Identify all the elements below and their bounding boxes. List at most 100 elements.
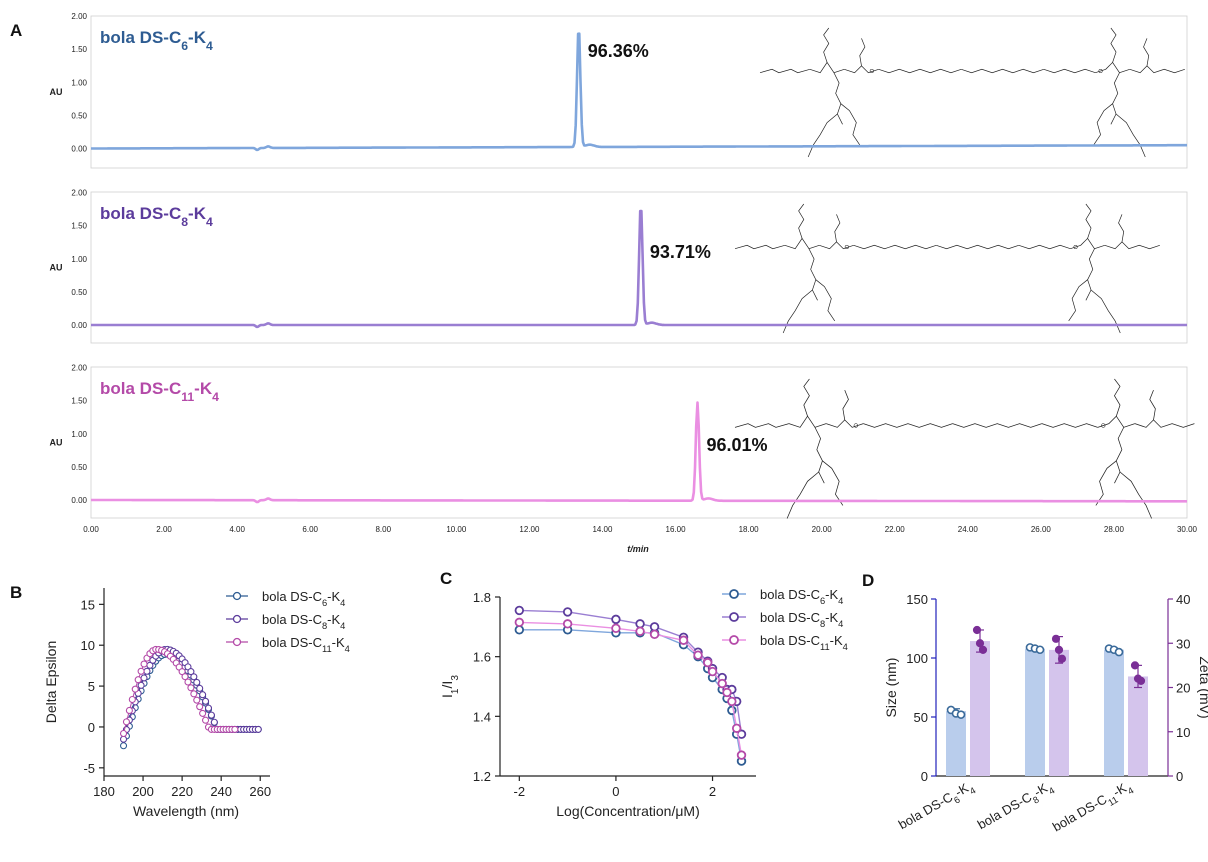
cd-point-2-5 (134, 676, 142, 684)
cd-legend-label-0-part-2: -K (327, 589, 340, 604)
cd-legend-label-0: bola DS-C6-K4 (262, 589, 345, 608)
cd-point-1-46 (254, 725, 262, 733)
dls-zeta-point-2-0 (1130, 661, 1140, 670)
dls-size-point-2-2 (1114, 647, 1124, 657)
cac-legend-label-1-part-1: 8 (820, 619, 825, 629)
hplc-xtick-1: 2.00 (156, 525, 172, 534)
dls-category-label-2: bola DS-C11-K4 (1050, 778, 1136, 838)
cac-ylabel: I1/I3 (439, 675, 461, 698)
cac-ytick-2: 1.6 (473, 650, 491, 665)
cd-point-2-7 (140, 660, 148, 668)
hplc-xtick-3: 6.00 (302, 525, 318, 534)
cd-point-2-21 (181, 673, 189, 681)
molecule-structure-1 (734, 203, 1161, 334)
hplc-ytick-1-2: 1.00 (71, 255, 87, 264)
cd-legend-label-1: bola DS-C8-K4 (262, 612, 345, 631)
hplc-trace-label-2-part-3: 4 (212, 390, 219, 404)
hplc-xtick-11: 22.00 (885, 525, 906, 534)
cac-ytick-0: 1.2 (473, 769, 491, 784)
dls-category-label-1-part-0: bola DS-C (975, 789, 1034, 832)
dls-zeta-point-0-2 (978, 645, 988, 654)
dls-right-tick-1: 10 (1176, 725, 1190, 740)
panel-b-cd-spectra: B 180 200 220 240 260 -5 0 5 10 15 Wavelength (nm)… (10, 583, 350, 819)
hplc-ytick-2-0: 0.00 (71, 496, 87, 505)
cac-ylabel-part-2: /I (439, 681, 455, 689)
cac-point-0-0 (514, 625, 525, 635)
dls-category-label-0-part-3: 4 (968, 785, 978, 796)
dls-left-tick-1: 50 (914, 710, 928, 725)
dls-left-tick-0: 0 (921, 769, 928, 784)
cac-legend-marker-2 (729, 635, 739, 645)
cac-point-2-8 (707, 666, 718, 677)
cd-legend-label-1-part-2: -K (327, 612, 340, 627)
hplc-purity-1: 93.71% (650, 242, 711, 262)
dls-zeta-point-1-2 (1057, 654, 1067, 663)
cac-legend-marker-1 (729, 612, 739, 622)
dls-zeta-point-0-1 (975, 639, 985, 648)
cac-ylabel-part-0: I (439, 694, 455, 698)
dls-right-tick-0: 0 (1176, 769, 1183, 784)
panel-a-letter: A (10, 21, 22, 40)
dls-zeta-bar-0 (970, 641, 990, 776)
cd-legend-label-0-part-0: bola DS-C (262, 589, 322, 604)
cac-line-0 (519, 629, 743, 762)
hplc-ytick-0-1: 0.50 (71, 111, 87, 120)
cd-legend-marker-1 (232, 614, 242, 624)
cd-xtick-0: 180 (93, 784, 115, 799)
hplc-trace-label-2: bola DS-C11-K4 (100, 379, 219, 404)
cd-point-1-8 (143, 667, 151, 675)
hplc-frame-2 (90, 366, 1188, 519)
hplc-xtick-12: 24.00 (958, 525, 979, 534)
dls-size-point-1-2 (1035, 645, 1045, 655)
cd-point-1-6 (137, 681, 145, 689)
hplc-trace-label-0-part-1: 6 (181, 39, 188, 53)
hplc-trace-label-0-part-0: bola DS-C (100, 28, 181, 47)
cac-point-2-1 (562, 619, 573, 629)
cd-point-2-27 (199, 709, 207, 717)
cac-point-2-2 (611, 623, 621, 634)
dls-right-tick-3: 30 (1176, 636, 1190, 651)
hplc-xtick-8: 16.00 (666, 525, 687, 534)
cd-legend-marker-2 (232, 637, 242, 647)
cd-legend-marker-0 (232, 591, 242, 601)
dls-right-tick-4: 40 (1176, 592, 1190, 607)
cd-point-2-28 (202, 716, 210, 724)
cd-xlabel: Wavelength (nm) (133, 803, 239, 819)
cac-legend-label-2-part-1: 11 (820, 642, 830, 652)
cac-legend-marker-0 (729, 589, 739, 599)
cd-point-1-30 (207, 711, 215, 719)
dls-category-label-2-part-1: 11 (1106, 795, 1119, 809)
cac-point-2-3 (635, 626, 645, 637)
hplc-ytick-1-4: 2.00 (71, 189, 87, 198)
hplc-trace-label-1-part-0: bola DS-C (100, 204, 181, 223)
hplc-trace-2 (90, 401, 1188, 504)
hplc-ytick-0-0: 0.00 (71, 145, 87, 154)
cac-xtick-2: 2 (709, 784, 716, 799)
cd-point-1-27 (199, 691, 207, 699)
cac-line-2 (519, 621, 743, 756)
cac-point-2-13 (736, 750, 747, 760)
cac-point-2-11 (727, 696, 737, 707)
dls-size-bar-2 (1104, 649, 1124, 776)
cd-point-2-25 (193, 696, 201, 704)
hplc-trace-label-1-part-3: 4 (206, 215, 213, 229)
cd-point-2-4 (131, 685, 139, 693)
cd-legend-label-2: bola DS-C11-K4 (262, 635, 350, 654)
hplc-ylabel-2: AU (50, 438, 63, 448)
cd-point-2-38 (231, 725, 239, 733)
cac-xlabel: Log(Concentration/μM) (556, 803, 699, 819)
cd-point-2-2 (125, 706, 133, 715)
dls-category-label-2-part-3: 4 (1126, 785, 1136, 796)
cd-point-2-23 (187, 684, 195, 692)
cac-point-1-4 (649, 622, 660, 632)
cd-legend-label-2-part-0: bola DS-C (262, 635, 322, 650)
hplc-ytick-2-4: 2.00 (71, 364, 87, 373)
hplc-xtick-14: 28.00 (1104, 525, 1125, 534)
cd-legend-label-1-part-1: 8 (322, 621, 327, 631)
cd-point-1-26 (196, 684, 204, 692)
dls-left-tick-3: 150 (906, 592, 928, 607)
cac-point-1-0 (514, 605, 525, 616)
cd-ylabel: Delta Epsilon (43, 641, 59, 724)
hplc-ytick-0-2: 1.00 (71, 78, 87, 87)
